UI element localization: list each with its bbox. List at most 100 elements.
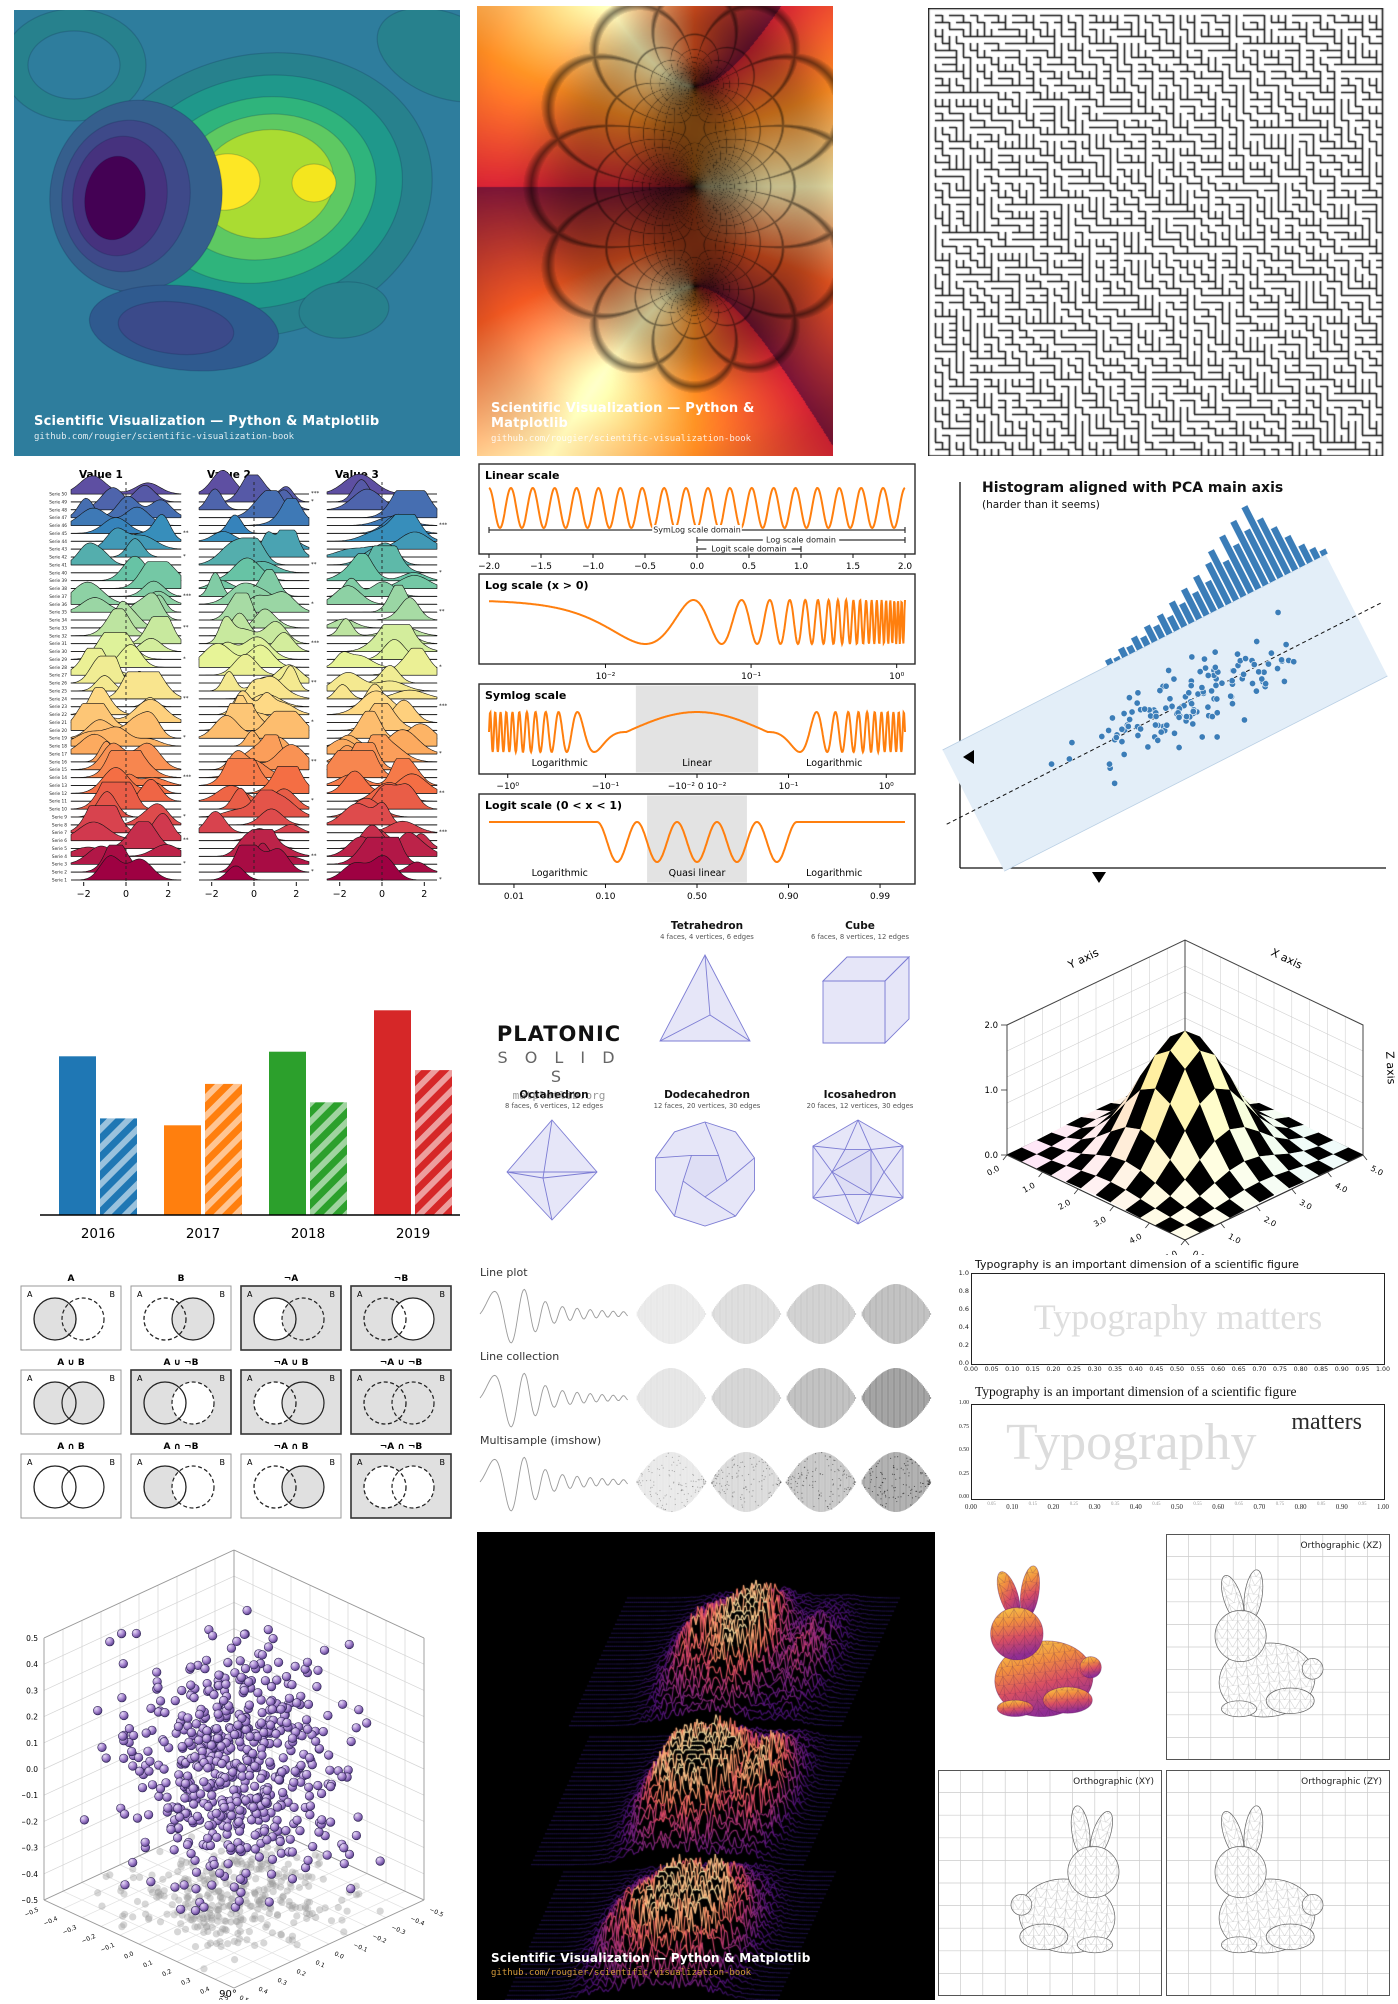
svg-text:0.4: 0.4	[199, 1986, 211, 1996]
svg-text:−0.1: −0.1	[352, 1942, 368, 1954]
svg-text:Serie 19: Serie 19	[49, 736, 67, 742]
svg-text:0.0: 0.0	[690, 562, 705, 572]
x-tick: 0.75	[1275, 1502, 1285, 1507]
panel-contour: Scientific Visualization — Python & Matp…	[1, 7, 512, 456]
svg-text:1.0: 1.0	[794, 562, 809, 572]
svg-text:A: A	[247, 1290, 253, 1299]
svg-text:2.0: 2.0	[1262, 1215, 1277, 1229]
svg-text:Serie 47: Serie 47	[49, 515, 67, 521]
svg-text:B: B	[330, 1374, 336, 1383]
svg-text:−0.5: −0.5	[428, 1906, 444, 1918]
svg-text:A: A	[27, 1290, 33, 1299]
svg-text:Serie 42: Serie 42	[49, 555, 67, 561]
svg-text:*: *	[311, 601, 314, 607]
bunny-wireframe-xy	[937, 1769, 1162, 1997]
svg-text:0.1: 0.1	[26, 1739, 38, 1748]
svg-text:−0.2: −0.2	[81, 1933, 97, 1945]
solid-name: Icosahedron	[823, 1089, 897, 1101]
x-tick: 0.95	[1355, 1366, 1370, 1373]
bunny-colored-view	[938, 1534, 1162, 1764]
svg-text:−0.5: −0.5	[634, 562, 656, 572]
bunny-view-zy: Orthographic (ZY)	[1165, 1769, 1390, 2000]
svg-text:Logarithmic: Logarithmic	[532, 758, 588, 769]
typography-axes-1: Typography matters	[971, 1273, 1385, 1365]
svg-text:2017: 2017	[186, 1226, 220, 1242]
solid-tetrahedron: Tetrahedron 4 faces, 4 vertices, 6 edges	[631, 920, 783, 1089]
x-tick: 0.70	[1252, 1366, 1267, 1373]
x-tick: 0.65	[1234, 1502, 1243, 1507]
complex-domain-coloring	[477, 6, 833, 456]
x-tick: 0.25	[1066, 1366, 1082, 1373]
svg-text:**: **	[183, 696, 189, 702]
y-tick: 0.50	[958, 1447, 969, 1453]
solid-name: Cube	[845, 920, 875, 932]
x-tick: 0.00	[963, 1366, 979, 1373]
x-tick: 0.45	[1152, 1502, 1161, 1507]
svg-text:Serie 23: Serie 23	[49, 704, 67, 710]
svg-text:*: *	[183, 656, 186, 662]
svg-text:Serie 35: Serie 35	[49, 610, 67, 616]
svg-text:B: B	[110, 1374, 116, 1383]
svg-text:*: *	[311, 499, 314, 505]
svg-text:−0.3: −0.3	[62, 1924, 78, 1936]
svg-text:0.2: 0.2	[295, 1968, 307, 1978]
octahedron-wireframe	[506, 1119, 598, 1221]
svg-text:A: A	[137, 1290, 143, 1299]
svg-text:4.0: 4.0	[1333, 1181, 1348, 1195]
svg-text:***: ***	[311, 491, 320, 497]
svg-text:A: A	[68, 1274, 75, 1284]
svg-text:Serie 36: Serie 36	[49, 602, 67, 608]
checkerboard-surface-plot: 0.0 0.0 1.0 1.0 2.0 2.0 3.0 3.0 4.0 4.0 5.0 5.0 0.0 1…	[984, 939, 1398, 1263]
svg-text:Serie 46: Serie 46	[49, 523, 67, 529]
svg-text:0.0: 0.0	[333, 1950, 345, 1960]
svg-text:Y axis: Y axis	[1065, 946, 1101, 972]
solid-name: Octahedron	[519, 1089, 589, 1101]
svg-text:0.0: 0.0	[985, 1164, 1000, 1178]
svg-text:Serie 30: Serie 30	[49, 649, 67, 655]
tetrahedron-wireframe	[659, 954, 751, 1042]
x-tick: 0.95	[1358, 1502, 1367, 1507]
svg-text:A: A	[137, 1458, 143, 1467]
svg-text:10⁻²: 10⁻²	[596, 672, 616, 682]
svg-text:Serie 13: Serie 13	[49, 783, 67, 789]
svg-text:Serie 21: Serie 21	[49, 720, 67, 726]
bunny-wireframe-xz	[1165, 1533, 1390, 1761]
panel-3d-surface: 0.0 0.0 1.0 1.0 2.0 2.0 3.0 3.0 4.0 4.0 5.0 5.0 0.0 1…	[935, 910, 1398, 1263]
panel-platonic-solids: PLATONIC S O L I D S matplotlib.org Tetr…	[478, 920, 936, 1258]
x-tick: 0.90	[1335, 1504, 1348, 1511]
svg-text:***: ***	[439, 523, 448, 529]
svg-text:Serie 15: Serie 15	[49, 767, 67, 773]
svg-text:10⁻¹: 10⁻¹	[779, 782, 799, 792]
svg-text:Logit scale domain: Logit scale domain	[711, 545, 786, 554]
svg-text:−0.4: −0.4	[43, 1915, 59, 1927]
svg-text:0.3: 0.3	[26, 1686, 38, 1695]
svg-text:Serie 20: Serie 20	[49, 728, 67, 734]
x-tick: 0.20	[1046, 1366, 1061, 1373]
x-tick: 0.05	[984, 1366, 999, 1373]
x-tick: 0.15	[1025, 1366, 1040, 1373]
svg-text:4.0: 4.0	[1128, 1232, 1143, 1246]
svg-text:B: B	[110, 1290, 116, 1299]
svg-text:B: B	[440, 1290, 446, 1299]
wave-label-line-collection: Line collection	[480, 1350, 560, 1363]
svg-text:0.10: 0.10	[595, 892, 615, 902]
x-tick: 1.00	[1375, 1366, 1391, 1373]
svg-text:0.1: 0.1	[142, 1959, 154, 1969]
svg-text:Serie 29: Serie 29	[49, 657, 67, 663]
svg-text:−2: −2	[333, 889, 347, 900]
brand-line-1: PLATONIC	[496, 1022, 622, 1046]
svg-text:−1.0: −1.0	[582, 562, 604, 572]
svg-text:1.0: 1.0	[1021, 1181, 1036, 1195]
orthographic-zy-label: Orthographic (ZY)	[1301, 1777, 1382, 1787]
svg-text:Z axis: Z axis	[1383, 1051, 1395, 1085]
svg-text:Serie 27: Serie 27	[49, 673, 67, 679]
x-tick: 0.10	[1006, 1504, 1019, 1511]
svg-text:Serie 32: Serie 32	[49, 633, 67, 639]
svg-text:Serie 41: Serie 41	[49, 562, 67, 568]
svg-text:A: A	[247, 1458, 253, 1467]
x-tick: 0.05	[987, 1502, 996, 1507]
svg-text:*: *	[439, 570, 442, 576]
svg-text:0.3: 0.3	[180, 1977, 192, 1987]
solid-info: 8 faces, 6 vertices, 12 edges	[505, 1102, 603, 1110]
svg-text:B: B	[220, 1374, 226, 1383]
